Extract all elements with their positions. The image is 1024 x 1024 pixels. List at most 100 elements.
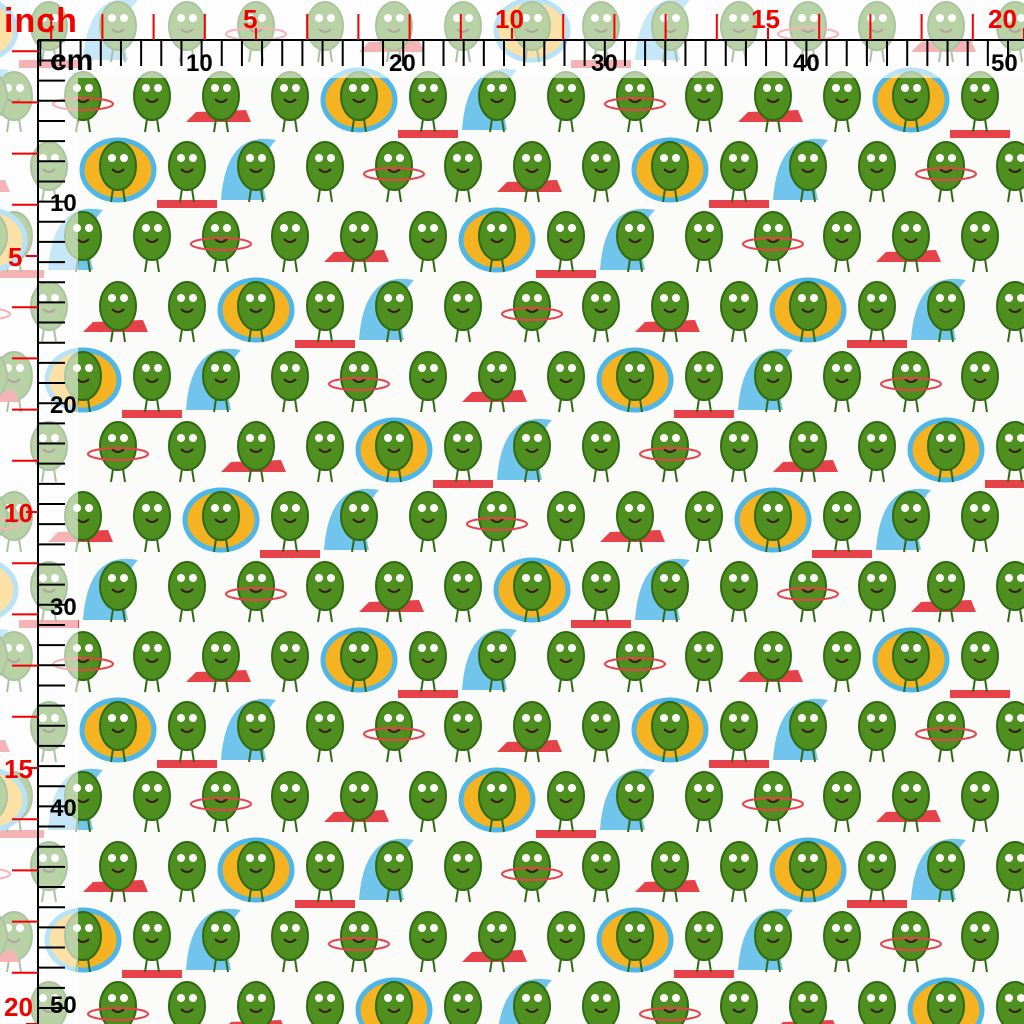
avocado-motif (458, 207, 536, 273)
avocado-body (927, 981, 965, 1024)
leg-shape (144, 958, 148, 973)
leg-shape (294, 118, 298, 133)
eye-shape (729, 154, 737, 162)
leg-shape (903, 678, 907, 693)
eye-shape (396, 994, 404, 1002)
avocado-body (996, 981, 1024, 1024)
eye-shape (120, 574, 128, 582)
avocado-body (754, 911, 792, 961)
leg-shape (329, 328, 333, 343)
eye-shape (384, 434, 392, 442)
leg-shape (317, 608, 321, 623)
leg-shape (846, 118, 850, 133)
avocado-motif (911, 561, 976, 623)
yoga-mat-shape (295, 340, 355, 348)
avocado-motif (363, 701, 425, 763)
avocado-body (754, 211, 792, 261)
avocado-body (789, 421, 827, 471)
eye-shape (465, 294, 473, 302)
avocado-motif (950, 631, 1010, 698)
eye-shape (108, 714, 116, 722)
avocado-motif (320, 67, 398, 133)
leg-shape (593, 328, 597, 343)
eye-shape (430, 224, 438, 232)
leg-shape (950, 188, 954, 203)
eye-shape (556, 364, 564, 372)
avocado-motif (536, 211, 596, 278)
eye-shape (810, 154, 818, 162)
leg-shape (627, 538, 631, 553)
yoga-mat-shape (398, 130, 458, 138)
leg-shape (317, 468, 321, 483)
leg-shape (708, 118, 712, 133)
leg-shape (627, 118, 631, 133)
leg-shape (524, 328, 528, 343)
leg-shape (800, 328, 804, 343)
avocado-body (237, 561, 275, 611)
avocado-motif (409, 491, 447, 553)
leg-shape (294, 958, 298, 973)
eye-shape (522, 994, 530, 1002)
avocado-body (513, 561, 551, 611)
yoga-mat-shape (260, 550, 320, 558)
avocado-body (444, 421, 482, 471)
mouth-shape (456, 1008, 470, 1013)
mouth-shape (387, 728, 401, 733)
leg-shape (386, 188, 390, 203)
leg-shape (420, 258, 424, 273)
eye-shape (430, 644, 438, 652)
mouth-shape (801, 728, 815, 733)
leg-shape (570, 258, 574, 273)
leg-shape (260, 748, 264, 763)
eye-shape (556, 84, 564, 92)
eye-shape (85, 924, 93, 932)
leg-shape (1019, 188, 1023, 203)
avocado-motif (950, 71, 1010, 138)
leg-shape (260, 188, 264, 203)
leg-shape (489, 118, 493, 133)
leg-shape (179, 468, 183, 483)
avocado-motif (462, 351, 527, 413)
mouth-shape (870, 168, 884, 173)
mouth-shape (766, 658, 780, 663)
eye-shape (982, 924, 990, 932)
eye-shape (327, 294, 335, 302)
avocado-motif (635, 841, 700, 903)
leg-shape (398, 328, 402, 343)
mouth-shape (559, 798, 573, 803)
left-inch-label: 5 (8, 242, 23, 272)
mouth-shape (456, 308, 470, 313)
leg-shape (225, 538, 229, 553)
avocado-body (789, 841, 827, 891)
eye-shape (660, 994, 668, 1002)
mouth-shape (111, 588, 125, 593)
eye-shape (844, 784, 852, 792)
avocado-body (409, 491, 447, 541)
eye-shape (430, 784, 438, 792)
avocado-motif (83, 558, 138, 623)
mouth-shape (732, 728, 746, 733)
eye-shape (453, 854, 461, 862)
avocado-motif (466, 491, 528, 553)
eye-shape (396, 854, 404, 862)
leg-shape (915, 398, 919, 413)
mouth-shape (283, 658, 297, 663)
eye-shape (487, 644, 495, 652)
avocado-motif (720, 421, 758, 483)
leg-shape (915, 958, 919, 973)
avocado-motif (462, 68, 517, 133)
leg-shape (743, 468, 747, 483)
mouth-shape (697, 658, 711, 663)
avocado-motif (685, 491, 723, 553)
leg-shape (282, 538, 286, 553)
avocado-motif (190, 771, 252, 833)
leg-shape (489, 818, 493, 833)
avocado-body (409, 631, 447, 681)
avocado-motif (324, 211, 389, 273)
avocado-body (823, 771, 861, 821)
eye-shape (142, 784, 150, 792)
eye-shape (867, 574, 875, 582)
leg-shape (225, 958, 229, 973)
avocado-motif (328, 911, 390, 973)
avocado-body (478, 771, 516, 821)
